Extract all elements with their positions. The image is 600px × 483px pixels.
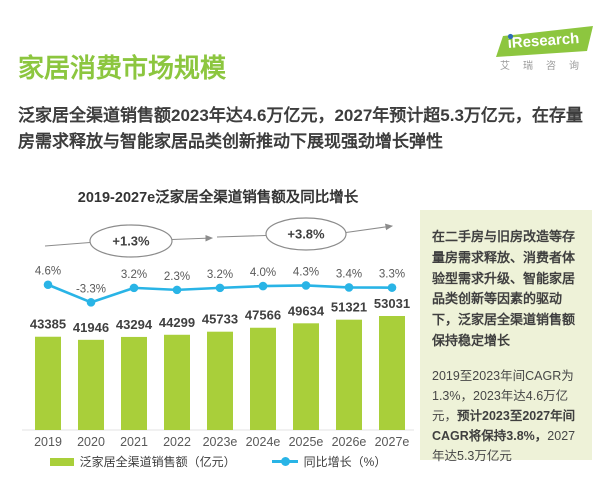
page-subtitle: 泛家居全渠道销售额2023年达4.6万亿元，2027年预计超5.3万亿元，在存量… bbox=[18, 106, 583, 151]
bar bbox=[293, 323, 319, 430]
sidebar-p2-highlight: 预计2023至2027年间CAGR将保持3.8%， bbox=[432, 408, 576, 443]
bar-value-label: 53031 bbox=[374, 296, 410, 311]
bar-value-label: 41946 bbox=[73, 320, 109, 335]
annotation-arrow bbox=[345, 223, 394, 234]
annotation-ellipse bbox=[89, 224, 173, 258]
bar-value-label: 49634 bbox=[288, 303, 325, 318]
logo-subtext: 艾瑞咨询 bbox=[500, 61, 592, 72]
annotation-arrow bbox=[171, 234, 214, 242]
year-label: 2023e bbox=[203, 435, 238, 449]
growth-point bbox=[86, 298, 96, 307]
growth-point-label: 3.2% bbox=[121, 269, 147, 281]
growth-point bbox=[129, 283, 139, 293]
bar-swatch-icon bbox=[49, 457, 74, 466]
annotation-label: +1.3% bbox=[112, 234, 150, 249]
chart-legend: 泛家居全渠道销售额（亿元） 同比增长（%） bbox=[18, 453, 418, 470]
growth-point-label: 3.3% bbox=[379, 269, 405, 281]
year-label: 2022 bbox=[163, 435, 191, 449]
chart-title: 2019-2027e泛家居全渠道销售额及同比增长 bbox=[77, 190, 359, 206]
year-label: 2027e bbox=[375, 435, 410, 449]
sidebar-p2-text-2: 2027年达5.3万亿元 bbox=[432, 428, 576, 463]
bar-value-label: 47566 bbox=[245, 308, 281, 323]
bar bbox=[250, 327, 276, 430]
growth-point bbox=[43, 280, 53, 290]
bar bbox=[379, 316, 405, 430]
bar bbox=[78, 339, 104, 430]
growth-point-label: 4.0% bbox=[250, 267, 276, 279]
line-swatch-icon bbox=[271, 457, 298, 466]
bar-value-label: 43385 bbox=[30, 317, 66, 332]
logo-i-dot bbox=[507, 33, 514, 40]
growth-point bbox=[215, 283, 225, 293]
growth-point bbox=[172, 285, 182, 295]
legend-item-line: 同比增长（%） bbox=[271, 453, 387, 470]
sidebar-paragraph-1: 在二手房与旧房改造等存量房需求释放、消费者体验型需求升级、智能家居品类创新等因素… bbox=[432, 229, 576, 348]
chart-canvas: +1.3% +3.8% 43385 2019 41946 2020 43294 2021 442… bbox=[22, 217, 414, 449]
iresearch-logo: iResearch bbox=[494, 25, 594, 75]
bar bbox=[207, 331, 233, 430]
bar bbox=[121, 336, 147, 430]
bar-value-label: 51321 bbox=[331, 300, 367, 315]
bar-value-label: 43294 bbox=[116, 317, 153, 332]
bar bbox=[336, 319, 362, 430]
sidebar-p2-text-1: 2019至2023年间CAGR为1.3%，2023年达4.6万亿元， bbox=[432, 368, 574, 423]
annotation-ellipse bbox=[265, 217, 347, 251]
bar bbox=[164, 334, 190, 430]
sidebar-paragraph-2: 2019至2023年间CAGR为1.3%，2023年达4.6万亿元，预计2023… bbox=[432, 366, 580, 466]
bar-value-label: 44299 bbox=[159, 315, 195, 330]
growth-point bbox=[301, 281, 311, 290]
growth-point-label: 4.3% bbox=[293, 266, 319, 278]
growth-point-label: 3.2% bbox=[207, 269, 233, 281]
insight-sidebar: 在二手房与旧房改造等存量房需求释放、消费者体验型需求升级、智能家居品类创新等因素… bbox=[420, 210, 592, 463]
annotation-lead-line bbox=[216, 234, 267, 238]
legend-line-label: 同比增长（%） bbox=[303, 455, 387, 469]
iresearch-logo-banner: iResearch bbox=[496, 26, 593, 57]
page-title: 家居消费市场规模 bbox=[18, 53, 227, 83]
growth-point bbox=[258, 281, 268, 291]
legend-bar-label: 泛家居全渠道销售额（亿元） bbox=[79, 455, 236, 469]
annotation-label: +3.8% bbox=[287, 227, 325, 242]
growth-point-label: 3.4% bbox=[336, 268, 362, 280]
year-label: 2026e bbox=[332, 435, 367, 449]
growth-point bbox=[387, 283, 397, 292]
bar bbox=[35, 336, 61, 430]
growth-point bbox=[344, 283, 354, 292]
growth-point-label: 2.3% bbox=[164, 271, 190, 283]
year-label: 2024e bbox=[246, 435, 281, 449]
growth-point-label: -3.3% bbox=[76, 283, 106, 295]
bar-value-label: 45733 bbox=[202, 312, 238, 327]
year-label: 2021 bbox=[120, 435, 148, 449]
year-label: 2025e bbox=[289, 435, 324, 449]
sales-growth-chart: +1.3% +3.8% 43385 2019 41946 2020 43294 2021 442… bbox=[18, 210, 418, 452]
legend-item-bar: 泛家居全渠道销售额（亿元） bbox=[49, 453, 236, 470]
year-label: 2019 bbox=[34, 435, 62, 449]
year-label: 2020 bbox=[77, 435, 105, 449]
growth-point-label: 4.6% bbox=[35, 266, 61, 278]
annotation-lead-line bbox=[44, 241, 91, 247]
logo-brand-text: iResearch bbox=[507, 30, 580, 52]
